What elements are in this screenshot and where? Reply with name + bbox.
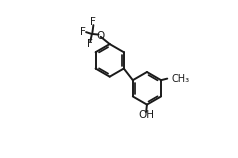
Text: CH₃: CH₃ [171,74,189,84]
Text: F: F [87,39,93,49]
Text: OH: OH [138,110,154,120]
Text: F: F [90,17,96,27]
Text: F: F [80,27,86,37]
Text: O: O [97,31,105,41]
